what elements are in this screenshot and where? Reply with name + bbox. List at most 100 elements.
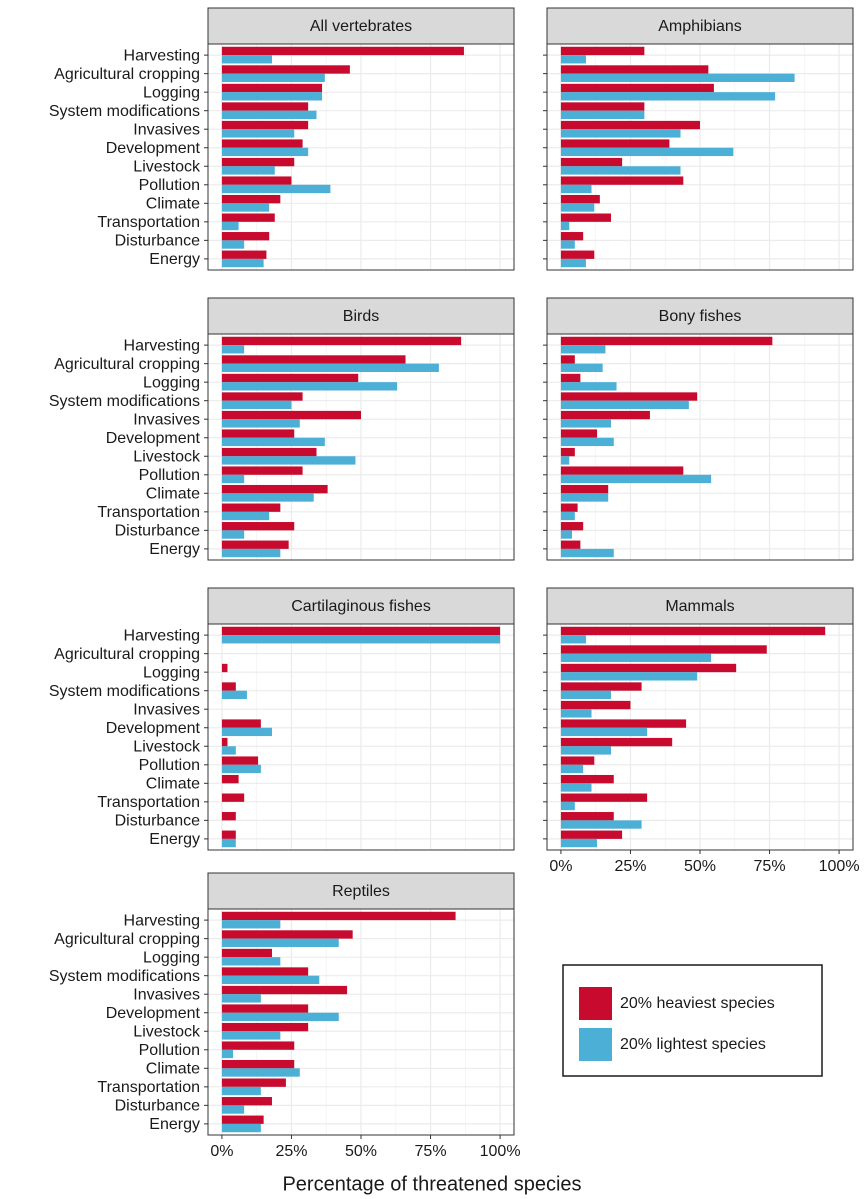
bar [221,838,236,848]
panel-border [207,908,515,1136]
y-tick-label: Agricultural cropping [54,646,200,663]
y-tick-label: Climate [146,196,200,213]
y-tick-label: Logging [143,84,200,101]
bar [221,967,309,976]
legend-label: 20% heaviest species [620,995,775,1012]
y-tick-label: Transportation [97,1079,200,1096]
bar [221,466,303,475]
x-tick-label: 100% [819,858,860,875]
bar [221,92,323,101]
bar [221,746,236,755]
bar [221,522,295,531]
x-tick-label: 100% [480,1143,521,1160]
y-tick-label: Climate [146,486,200,503]
bar [221,203,270,212]
bar [221,774,239,784]
bar [221,83,323,93]
bar [221,429,295,438]
y-tick-label: Transportation [97,504,200,521]
bar [221,1012,339,1022]
bar [560,756,595,765]
bar [560,213,611,222]
bar [221,250,267,259]
bar [560,793,648,802]
y-tick-label: Invasives [133,986,200,1003]
bar [560,184,592,194]
bar [560,672,698,681]
bar [560,548,614,558]
bar [560,801,575,811]
bar [221,355,406,364]
bar [221,1105,245,1114]
bar [560,682,642,691]
bar [560,437,614,447]
strip [546,297,854,335]
y-tick-label: Logging [143,949,200,966]
bar [560,373,581,383]
bar [221,456,356,465]
bar [560,812,614,821]
panel-border [207,43,515,271]
bar [221,1115,264,1124]
bar [221,65,350,74]
bar [221,213,275,222]
y-tick-label: Pollution [139,177,200,194]
bar [221,1059,295,1069]
bar [560,92,776,101]
y-tick-label: Harvesting [124,627,200,644]
panel-title: All vertebrates [310,18,412,35]
bar [560,484,609,494]
bar [221,1041,295,1050]
bar [221,548,281,558]
bar [221,737,228,747]
panel-title: Amphibians [658,18,742,35]
bar [560,635,586,644]
bar [560,466,684,475]
bar [221,240,245,249]
bar [221,635,501,644]
bar [560,73,795,82]
bar [221,663,228,673]
bar [560,653,712,662]
y-tick-label: Disturbance [115,523,200,540]
bar [560,774,614,784]
bar [560,429,598,438]
bar [560,345,606,354]
bar [221,419,300,428]
y-tick-label: Harvesting [124,337,200,354]
panel-border [546,333,854,561]
y-tick-label: System modifications [49,393,200,410]
y-tick-label: Energy [149,251,200,268]
bar [221,139,303,148]
bar [221,258,264,268]
bar [221,727,272,737]
x-tick-label: 50% [684,858,716,875]
panel-title: Cartilaginous fishes [291,598,431,615]
panel-border [207,333,515,561]
y-tick-label: Logging [143,374,200,391]
bar [560,203,595,212]
bar [560,232,584,241]
bar [560,410,650,420]
bar [221,363,439,372]
bar [221,184,331,194]
y-tick-label: Livestock [133,1023,201,1040]
bar [221,102,309,111]
y-tick-label: Development [106,1005,201,1022]
bar [221,110,317,120]
bar [560,764,584,774]
bar [221,930,353,939]
bar [221,764,261,774]
bar [560,820,642,829]
y-tick-label: Agricultural cropping [54,356,200,373]
bar [221,911,456,921]
bar [560,83,714,93]
bar [560,419,611,428]
bar [221,373,359,383]
strip [207,7,515,45]
y-tick-label: System modifications [49,968,200,985]
y-tick-label: Disturbance [115,813,200,830]
bar [221,540,289,549]
panel-title: Mammals [665,598,734,615]
bar [221,1022,309,1032]
